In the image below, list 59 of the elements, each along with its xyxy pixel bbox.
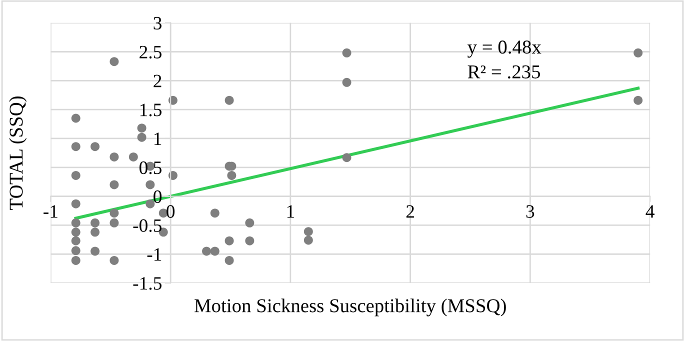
y-tick-label: -1.5 (133, 277, 162, 290)
point (90, 228, 100, 237)
point (634, 96, 643, 105)
point (304, 227, 313, 236)
point (137, 124, 146, 133)
point (71, 199, 80, 208)
point (137, 132, 146, 142)
point (304, 236, 313, 245)
point (71, 246, 80, 256)
point (245, 218, 254, 228)
point (224, 236, 234, 246)
point (202, 246, 212, 256)
point (210, 246, 220, 256)
point (71, 114, 80, 123)
x-axis-title: Motion Sickness Susceptibility (MSSQ) (194, 298, 506, 316)
y-tick-label: 2.5 (140, 46, 162, 59)
point (90, 246, 100, 256)
point (342, 153, 352, 162)
point (110, 180, 119, 190)
point (71, 236, 80, 246)
point (110, 57, 119, 66)
point (71, 142, 80, 152)
point (71, 228, 80, 237)
x-tick-label: 3 (526, 205, 534, 218)
point (90, 218, 100, 228)
point (128, 152, 138, 162)
annotation: y = 0.48x (467, 40, 542, 58)
point (245, 236, 254, 246)
point (342, 48, 352, 58)
point (224, 96, 234, 105)
x-tick-label: -1 (44, 205, 58, 218)
point (146, 199, 155, 208)
y-tick-label: -0.5 (133, 219, 162, 232)
y-tick-label: 0.5 (140, 161, 162, 174)
point (71, 170, 80, 180)
point (146, 180, 155, 190)
point (110, 152, 119, 162)
point (342, 78, 352, 87)
y-tick-label: 1 (154, 132, 162, 145)
y-tick-label: 1.5 (140, 104, 162, 116)
y-tick-label: -1 (147, 248, 162, 261)
y-tick-label: 2 (154, 74, 162, 88)
point (110, 208, 119, 218)
point (71, 218, 80, 228)
point (227, 170, 236, 180)
point (110, 218, 119, 228)
point (90, 142, 100, 152)
point (71, 256, 80, 265)
x-tick-label: 2 (406, 205, 414, 218)
x-tick-label: 1 (287, 205, 294, 218)
point (224, 256, 234, 265)
annotation: R² = .235 (468, 65, 540, 79)
point (634, 48, 643, 58)
point (110, 256, 119, 265)
point (210, 208, 220, 218)
y-tick-label: 3 (154, 16, 162, 30)
y-axis-title: TOTAL (SSQ) (9, 96, 27, 210)
x-tick-label: 0 (166, 205, 175, 218)
x-tick-label: 4 (646, 205, 654, 218)
